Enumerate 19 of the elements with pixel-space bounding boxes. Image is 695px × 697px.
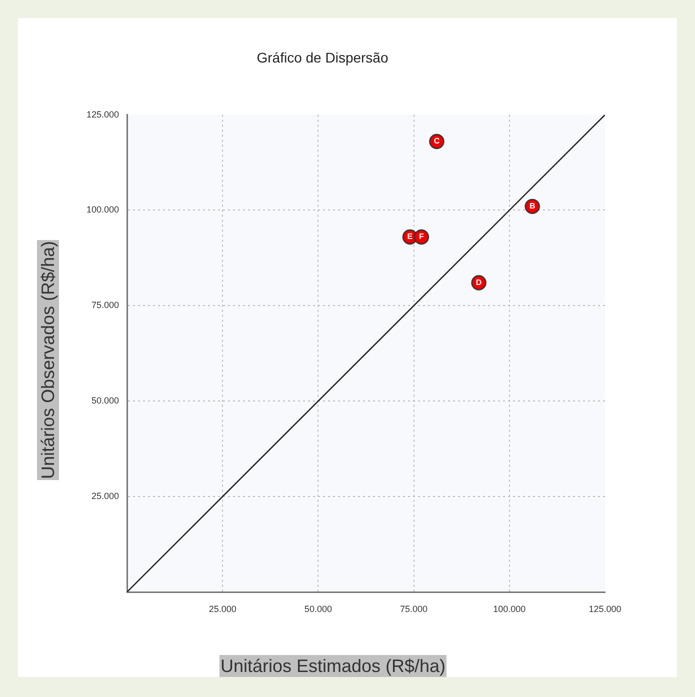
y-axis-title: Unitários Observados (R$/ha): [37, 240, 59, 480]
y-tick-label: 125.000: [86, 109, 119, 120]
x-tick-label: 100.000: [493, 604, 526, 614]
point: [414, 229, 430, 245]
y-tick-label: 25.000: [91, 491, 119, 502]
x-tick-label: 125.000: [588, 604, 622, 614]
y-tick-label: 75.000: [91, 300, 119, 310]
annotation: B: [529, 202, 536, 211]
annotation: D: [476, 278, 482, 287]
y-tick-label: 50.000: [91, 396, 119, 406]
x-tick-label: 25.000: [208, 604, 236, 614]
x-axis-title: Unitários Estimados (R$/ha): [219, 655, 447, 677]
annotation: E: [407, 232, 414, 242]
y-tick-label: 100.000: [86, 204, 119, 215]
chart-title: Gráfico de Dispersão: [256, 49, 388, 66]
x-tick-label: 50.000: [304, 604, 332, 614]
annotation: F: [419, 232, 424, 242]
x-tick-label: 75.000: [400, 604, 428, 614]
annotation: C: [434, 136, 440, 146]
